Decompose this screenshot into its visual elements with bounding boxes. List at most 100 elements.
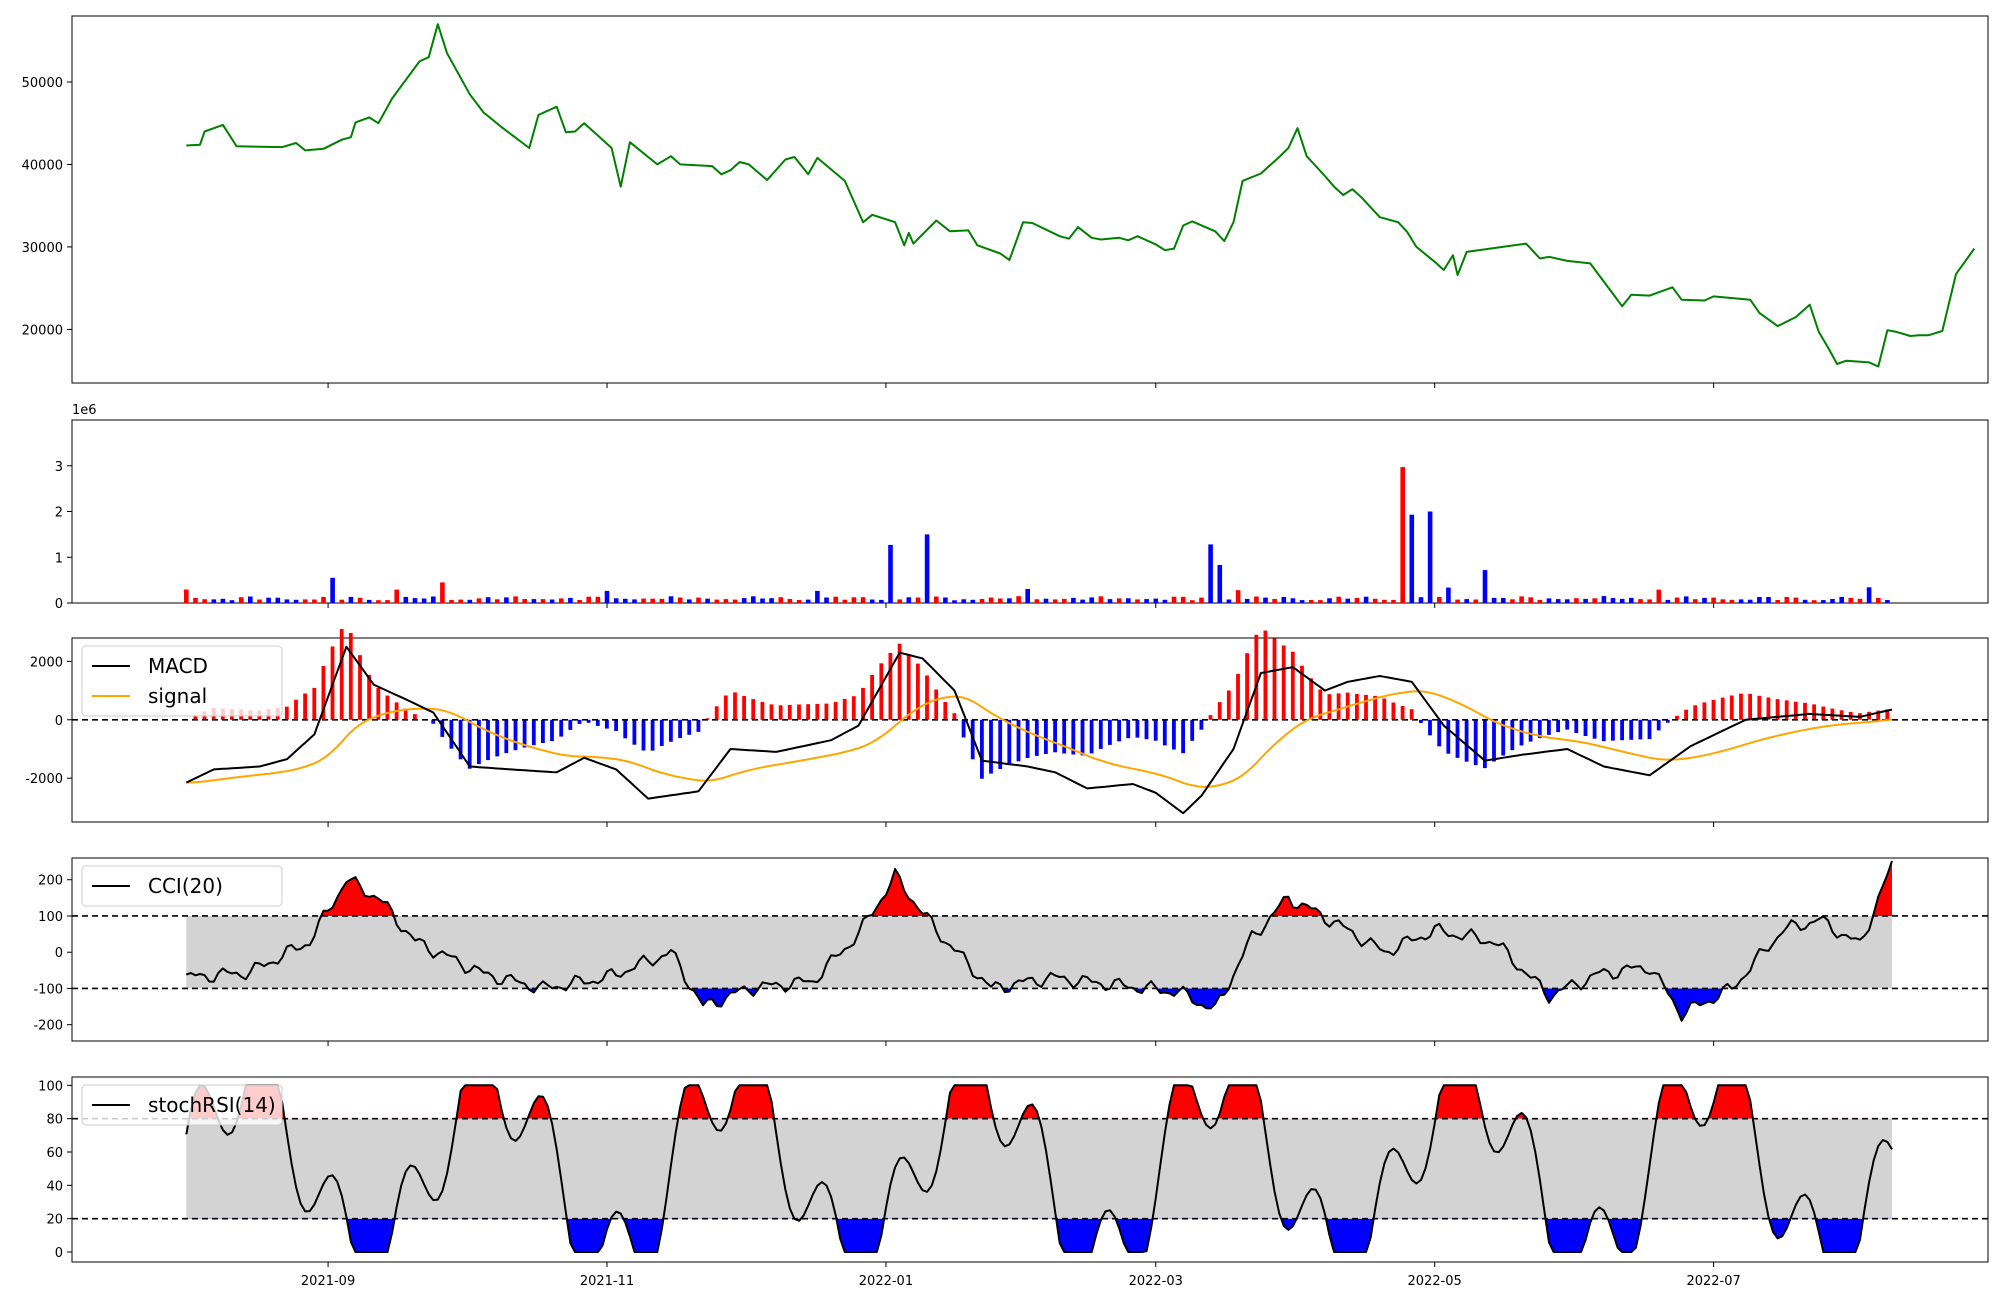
macd-histogram-bar [1876,710,1881,720]
macd-histogram-bar [1803,702,1807,720]
macd-histogram-bar [477,719,481,765]
macd-histogram-bar [1565,719,1570,730]
macd-histogram-bar [879,663,884,720]
macd-histogram-bar [1784,700,1789,720]
volume-bar [1574,598,1579,603]
y-tick-label: 30000 [22,241,63,256]
volume-bar [1190,600,1195,603]
volume-bar [1629,597,1634,603]
volume-bar [1757,597,1762,603]
macd-histogram-bar [568,719,573,730]
volume-bar [1217,565,1223,603]
y-tick-label: 60 [46,1146,63,1161]
volume-bar [815,590,820,603]
volume-bar [559,598,564,603]
macd-histogram-bar [1281,645,1286,720]
volume-bar [632,599,637,603]
volume-bar [650,598,655,603]
macd-histogram-bar [787,704,792,720]
macd-histogram-bar [559,719,564,737]
y-tick-label: 40000 [22,158,63,173]
volume-bar [1876,598,1881,603]
volume-bar [1747,599,1753,603]
macd-histogram-bar [1473,719,1478,766]
macd-histogram-bar [1016,719,1021,762]
volume-bar [449,599,454,603]
volume-bar [1638,599,1643,603]
macd-histogram-bar [458,719,463,760]
volume-bar [321,596,326,603]
volume-bar [485,597,491,603]
neutral-band [186,915,1892,989]
macd-histogram-bar [934,689,939,720]
macd-histogram-bar [733,692,737,720]
volume-bar [760,598,765,603]
volume-bar [1619,598,1625,603]
macd-histogram-bar [696,719,701,732]
macd-histogram-bar [1364,694,1368,720]
volume-bar [1592,598,1597,603]
macd-histogram-bar [385,695,390,720]
volume-bar [970,599,976,603]
volume-bar [668,596,674,603]
macd-histogram-bar [1263,630,1268,720]
volume-bar [1308,600,1314,603]
y-tick-label: 20000 [22,323,63,338]
y-tick-label: 0 [55,714,63,729]
y-tick-label: -2000 [25,772,63,787]
volume-bar [1537,599,1543,603]
volume-bar [1281,597,1287,603]
macd-histogram-bar [1519,719,1524,746]
legend-box [81,1084,283,1126]
macd-histogram-bar [1034,719,1039,756]
volume-bar [979,599,985,603]
macd-histogram-bar [769,704,774,720]
volume-bar [1885,600,1890,603]
macd-histogram-bar [403,708,408,720]
volume-bar [540,599,546,603]
macd-histogram-bar [431,719,436,724]
volume-bar [412,598,418,603]
volume-bar [495,599,500,603]
macd-histogram-bar [1355,693,1359,720]
macd-histogram-bar [669,719,673,742]
volume-bar [330,577,335,603]
macd-histogram-bar [1382,698,1387,720]
volume-bar [906,597,912,603]
macd-histogram-bar [1245,653,1249,720]
volume-bar [1071,597,1076,603]
volume-bar [805,599,811,603]
macd-histogram-bar [1108,719,1112,745]
macd-histogram-bar [1327,694,1332,720]
volume-bar [257,599,262,603]
y-tick-label: 100 [38,910,63,925]
axes-frame [71,1076,1989,1263]
volume-bar [613,598,619,603]
macd-histogram-bar [824,703,829,720]
volume-bar [1318,600,1323,603]
volume-bar [934,596,939,603]
macd-histogram-bar [550,719,554,742]
volume-bar [1153,598,1159,603]
macd-histogram-bar [1665,719,1670,723]
volume-bar [1830,599,1835,603]
y-tick-label: 0 [55,1246,63,1261]
legend: CCI(20) [81,865,283,907]
volume-bar [549,599,555,603]
y-tick-label: 200 [38,874,63,889]
macd-histogram-bar [760,701,765,720]
macd-histogram-bar [358,655,362,720]
volume-bar [888,544,893,603]
stochrsi-panel: 0 20 40 60 80 100 stochRSI(14) 2021-09 2021-11 20… [38,1076,1989,1289]
volume-bar [1025,589,1030,603]
macd-histogram-bar [1089,719,1094,754]
volume-bar [1839,596,1844,603]
macd-histogram-bar [1492,719,1496,762]
volume-bar [1674,597,1680,603]
macd-histogram-bar [742,695,746,720]
volume-bar [1528,597,1533,603]
macd-histogram-bar [376,688,381,720]
macd-histogram-bar [1656,719,1661,731]
macd-histogram-bar [467,719,472,769]
volume-bar [1363,596,1369,603]
